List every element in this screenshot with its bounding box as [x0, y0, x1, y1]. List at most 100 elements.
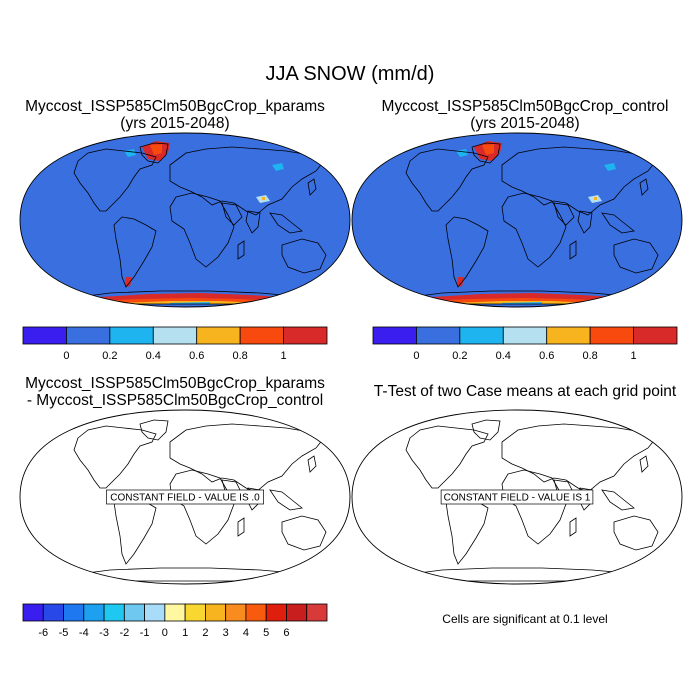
- continent-japan: [307, 455, 317, 473]
- continent-africa: [169, 469, 235, 545]
- continent-japan: [639, 178, 649, 196]
- panel-subtitle-line: (yrs 2015-2048): [470, 115, 580, 133]
- panel-title-line: Myccost_ISSP585Clm50BgcCrop_kparams: [25, 98, 325, 115]
- colorbar-swatch: [83, 603, 105, 622]
- continent-southeast-asia: [269, 212, 303, 234]
- colorbar-swatch: [502, 326, 548, 345]
- continent-australia: [281, 238, 327, 274]
- colorbar-tick-label: 2: [202, 627, 208, 639]
- colorbar-swatch: [196, 326, 241, 345]
- continent-southeast-asia: [269, 489, 303, 511]
- continent-india: [577, 210, 593, 234]
- constant-field-label: CONSTANT FIELD - VALUE IS 1: [444, 493, 591, 504]
- map-panel-kparams: [19, 132, 351, 308]
- continent-japan: [639, 455, 649, 473]
- colorbar-tick-label: 1: [631, 350, 637, 362]
- panel-subtitle-line: - Myccost_ISSP585Clm50BgcCrop_control: [26, 392, 324, 410]
- snow-himalaya-core: [594, 197, 597, 200]
- panel-title-ttest: T-Test of two Case means at each grid po…: [350, 383, 700, 400]
- colorbar-swatch: [589, 326, 634, 345]
- colorbar-tick-label: 5: [263, 627, 269, 639]
- continent-south-america: [445, 493, 489, 565]
- colorbar-swatch: [633, 326, 678, 345]
- continent-north-america: [405, 148, 489, 212]
- colorbar-tick-label: 0.2: [102, 350, 117, 362]
- colorbar-swatch: [22, 603, 44, 622]
- continent-new-zealand: [331, 268, 339, 284]
- colorbar-tick-label: 6: [283, 627, 289, 639]
- colorbar-tick-label: 0.6: [189, 350, 204, 362]
- map-panel-ttest: CONSTANT FIELD - VALUE IS 1: [351, 409, 683, 585]
- colorbar-tick-label: -6: [38, 627, 48, 639]
- continent-southeast-asia: [601, 212, 635, 234]
- continent-new-zealand: [663, 268, 671, 284]
- snow-antarctica-cyan: [502, 302, 542, 304]
- continent-arabia: [221, 202, 243, 226]
- colorbar-tick-label: -3: [99, 627, 109, 639]
- snow-andes: [125, 277, 132, 287]
- snow-antarctica-cyan: [170, 302, 210, 304]
- panel-title-kparams: Myccost_ISSP585Clm50BgcCrop_kparams (yrs…: [0, 98, 350, 133]
- panel-title-line: Myccost_ISSP585Clm50BgcCrop_kparams: [25, 375, 325, 392]
- colorbar-swatch: [239, 326, 284, 345]
- colorbar-swatch: [66, 326, 111, 345]
- continent-india: [245, 210, 261, 234]
- colorbar-tick-label: 0.8: [232, 350, 247, 362]
- continent-eurasia: [169, 423, 325, 493]
- colorbar-tick-label: 0.4: [496, 350, 511, 362]
- continent-australia: [613, 238, 659, 274]
- panel-subtitle-line: (yrs 2015-2048): [120, 115, 230, 133]
- continent-australia: [613, 515, 659, 551]
- continent-madagascar: [569, 517, 577, 537]
- continent-antarctica: [386, 567, 650, 582]
- colorbar-swatch: [63, 603, 85, 622]
- colorbar-swatch: [152, 326, 198, 345]
- continent-south-america: [445, 216, 489, 288]
- continent-south-america: [113, 493, 157, 565]
- colorbar-kparams: 0 0.2 0.4 0.6 0.8 1: [22, 326, 328, 362]
- panel-title-line: Myccost_ISSP585Clm50BgcCrop_control: [381, 98, 669, 115]
- continent-new-zealand: [663, 545, 671, 561]
- snow-andes: [457, 277, 464, 287]
- continent-greenland: [471, 419, 501, 441]
- snow-siberia: [272, 163, 284, 171]
- continent-north-america: [73, 148, 157, 212]
- continent-madagascar: [237, 240, 245, 260]
- continent-eurasia: [501, 146, 657, 216]
- colorbar-tick-label: 1: [281, 350, 287, 362]
- map-frame: [351, 132, 683, 308]
- continent-africa: [501, 192, 567, 268]
- colorbar-swatch: [283, 326, 328, 345]
- colorbar-swatch: [144, 603, 166, 622]
- colorbar-tick-label: 0.6: [539, 350, 554, 362]
- colorbar-tick-label: 0.2: [452, 350, 467, 362]
- colorbar-tick-label: -5: [59, 627, 69, 639]
- colorbar-tick-label: 3: [223, 627, 229, 639]
- continent-arabia: [553, 202, 575, 226]
- continent-africa: [501, 469, 567, 545]
- colorbar-tick-label: 1: [182, 627, 188, 639]
- colorbar-swatch: [245, 603, 267, 622]
- colorbar-swatch: [42, 603, 64, 622]
- colorbar-swatch: [459, 326, 504, 345]
- panel-title-line: T-Test of two Case means at each grid po…: [373, 383, 677, 400]
- continent-greenland: [139, 142, 169, 164]
- colorbar-tick-label: 0: [413, 350, 419, 362]
- continent-southeast-asia: [601, 489, 635, 511]
- colorbar-tick-label: -2: [119, 627, 129, 639]
- snow-greenland-core: [482, 144, 494, 155]
- colorbar-tick-label: 0.8: [582, 350, 597, 362]
- map-panel-control: [351, 132, 683, 308]
- main-title: JJA SNOW (mm/d): [265, 63, 435, 85]
- colorbar-swatch: [265, 603, 287, 622]
- continent-antarctica: [54, 290, 318, 305]
- continent-south-america: [113, 216, 157, 288]
- colorbar-swatch: [286, 603, 308, 622]
- continent-north-america: [73, 425, 157, 489]
- colorbar-swatch: [546, 326, 591, 345]
- significance-note: Cells are significant at 0.1 level: [442, 612, 608, 626]
- continent-antarctica: [54, 567, 318, 582]
- colorbar-swatch: [416, 326, 461, 345]
- continent-new-zealand: [331, 545, 339, 561]
- colorbar-swatch: [109, 326, 154, 345]
